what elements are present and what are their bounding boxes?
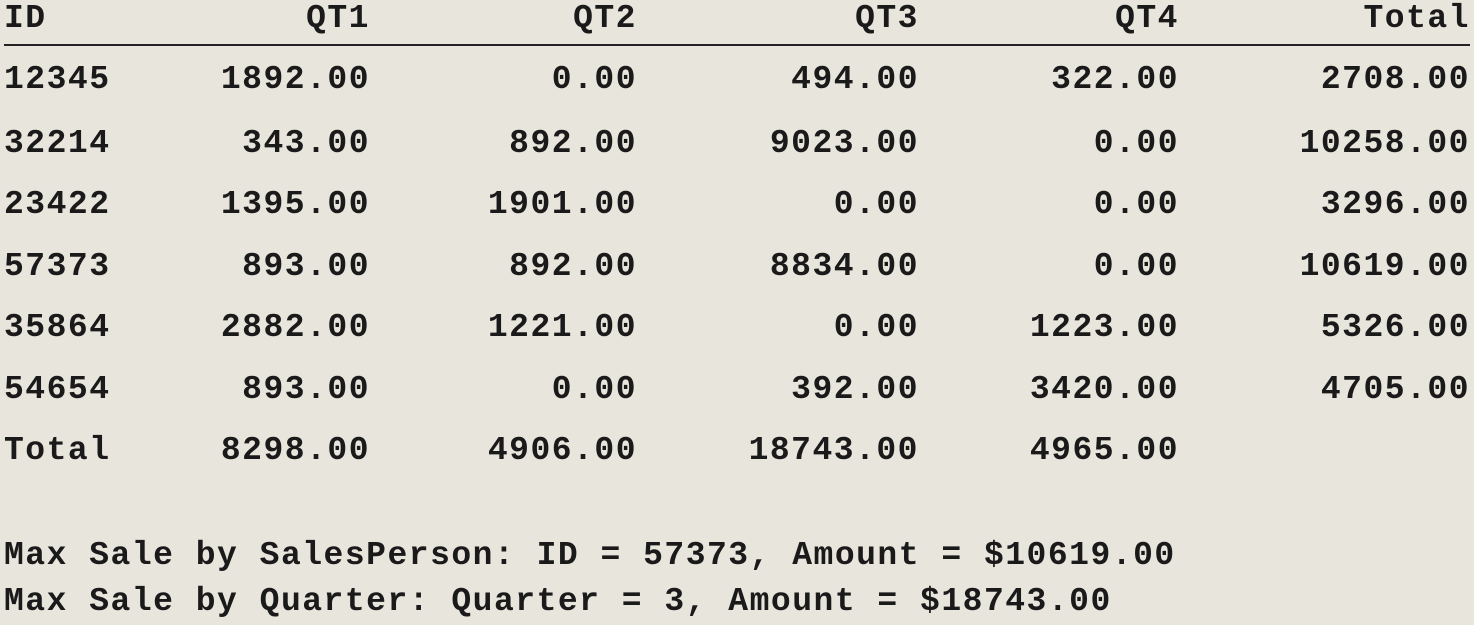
- cell-total: 2708.00: [1320, 60, 1470, 98]
- cell-qt1: 1395.00: [220, 186, 370, 224]
- cell-qt4: 0.00: [1093, 247, 1179, 285]
- cell-id: 54654: [4, 370, 111, 408]
- cell-qt2: 1221.00: [487, 309, 637, 347]
- totals-label: Total: [4, 432, 111, 470]
- cell-qt1: 1892.00: [220, 60, 370, 98]
- cell-total: 5326.00: [1320, 309, 1470, 347]
- total-qt1: 8298.00: [220, 432, 370, 470]
- max-sale-salesperson-line: Max Sale by SalesPerson: ID = 57373, Amo…: [4, 537, 1176, 574]
- cell-qt3: 0.00: [833, 186, 919, 224]
- table-row: 23422 1395.00 1901.00 0.00 0.00 3296.00: [4, 174, 1470, 235]
- table-row: 54654 893.00 0.00 392.00 3420.00 4705.00: [4, 359, 1470, 420]
- cell-qt1: 893.00: [242, 247, 370, 285]
- cell-qt1: 893.00: [242, 370, 370, 408]
- totals-row: Total 8298.00 4906.00 18743.00 4965.00: [4, 420, 1470, 481]
- cell-qt4: 322.00: [1051, 60, 1179, 98]
- cell-qt2: 892.00: [509, 125, 637, 162]
- total-grand: [1179, 420, 1470, 481]
- cell-total: 10619.00: [1299, 247, 1470, 285]
- cell-id: 32214: [4, 125, 111, 162]
- max-sale-quarter-line: Max Sale by Quarter: Quarter = 3, Amount…: [4, 583, 1112, 620]
- header-qt1: QT1: [154, 0, 370, 46]
- total-qt2: 4906.00: [487, 432, 637, 470]
- cell-total: 10258.00: [1299, 125, 1470, 162]
- header-qt3: QT3: [637, 0, 919, 46]
- header-total: Total: [1179, 0, 1470, 46]
- cell-qt4: 1223.00: [1029, 309, 1179, 347]
- cell-qt1: 343.00: [242, 125, 370, 162]
- cell-qt4: 0.00: [1093, 125, 1179, 162]
- cell-qt2: 0.00: [551, 370, 637, 408]
- cell-id: 12345: [4, 60, 111, 98]
- cell-qt3: 8834.00: [769, 247, 919, 285]
- cell-qt3: 0.00: [833, 309, 919, 347]
- header-qt2: QT2: [370, 0, 637, 46]
- table-row: 12345 1892.00 0.00 494.00 322.00 2708.00: [4, 45, 1470, 113]
- total-qt3: 18743.00: [748, 432, 919, 470]
- cell-qt2: 892.00: [509, 247, 637, 285]
- cell-qt3: 494.00: [791, 60, 919, 98]
- cell-qt3: 392.00: [791, 370, 919, 408]
- sales-report-table: ID QT1 QT2 QT3 QT4 Total 12345 1892.00 0…: [4, 0, 1470, 481]
- table-row: 32214 343.00 892.00 9023.00 0.00 10258.0…: [4, 113, 1470, 174]
- header-id: ID: [4, 0, 154, 46]
- table-header-row: ID QT1 QT2 QT3 QT4 Total: [4, 0, 1470, 46]
- table-row: 57373 893.00 892.00 8834.00 0.00 10619.0…: [4, 236, 1470, 297]
- cell-qt3: 9023.00: [769, 125, 919, 162]
- cell-id: 23422: [4, 186, 111, 224]
- cell-total: 4705.00: [1320, 370, 1470, 408]
- cell-qt2: 0.00: [551, 60, 637, 98]
- total-qt4: 4965.00: [1029, 432, 1179, 470]
- table-row: 35864 2882.00 1221.00 0.00 1223.00 5326.…: [4, 297, 1470, 358]
- header-qt4: QT4: [919, 0, 1179, 46]
- cell-qt2: 1901.00: [487, 186, 637, 224]
- cell-id: 57373: [4, 247, 111, 285]
- cell-total: 3296.00: [1320, 186, 1470, 224]
- cell-id: 35864: [4, 309, 111, 347]
- cell-qt4: 3420.00: [1029, 370, 1179, 408]
- cell-qt4: 0.00: [1093, 186, 1179, 224]
- cell-qt1: 2882.00: [220, 309, 370, 347]
